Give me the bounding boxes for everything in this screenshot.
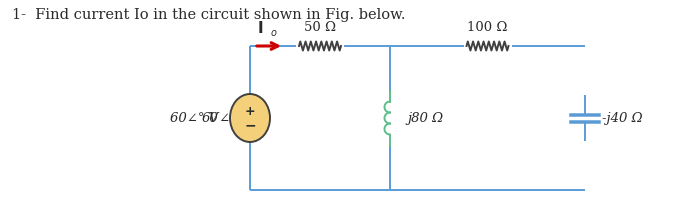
Text: ∠: ∠ [218, 111, 229, 124]
Text: $_{o}$: $_{o}$ [270, 25, 278, 39]
Ellipse shape [230, 94, 270, 142]
Text: $\mathbf{I}$: $\mathbf{I}$ [257, 20, 263, 36]
Text: 60: 60 [202, 111, 218, 124]
Text: 50 Ω: 50 Ω [304, 21, 336, 34]
Text: −: − [244, 118, 256, 132]
Text: 1-  Find current Io in the circuit shown in Fig. below.: 1- Find current Io in the circuit shown … [12, 8, 405, 22]
Text: 60∠° V: 60∠° V [169, 111, 218, 124]
Text: j80 Ω: j80 Ω [407, 111, 443, 124]
Text: 100 Ω: 100 Ω [468, 21, 508, 34]
Text: +: + [245, 104, 255, 118]
Text: -j40 Ω: -j40 Ω [602, 111, 643, 124]
